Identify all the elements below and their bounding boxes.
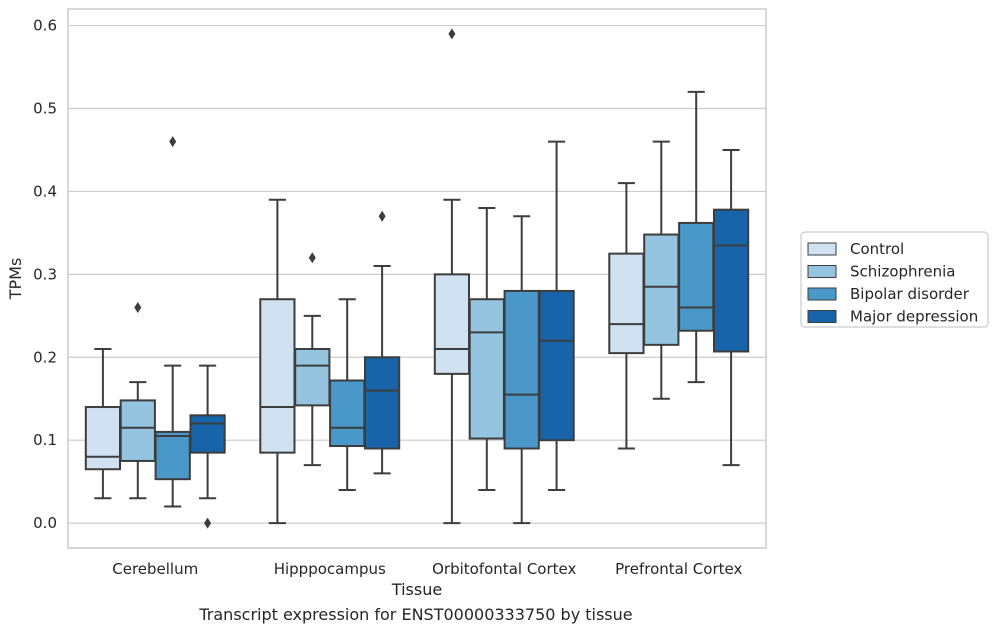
box-control [84, 406, 122, 471]
legend-swatch [807, 310, 837, 323]
legend-swatch [807, 287, 837, 301]
y-tick-label: 0.2 [33, 348, 57, 366]
y-tick-label: 0.5 [33, 100, 57, 118]
box-bipolar-disorder [329, 379, 366, 448]
y-tick-label: 0.0 [33, 514, 57, 532]
box-bipolar-disorder [678, 221, 715, 332]
x-tick-label: Prefrontal Cortex [615, 560, 742, 578]
box-schizophrenia [643, 233, 680, 346]
legend-label: Control [850, 240, 904, 258]
legend-label: Schizophrenia [850, 263, 955, 281]
box-major-depression [538, 289, 575, 442]
x-tick-label: Hipppocampus [274, 560, 386, 578]
box-control [259, 298, 296, 454]
legend-label: Bipolar disorder [850, 285, 970, 303]
y-tick-label: 0.6 [33, 17, 57, 35]
legend-box [800, 231, 989, 328]
outlier-point [308, 252, 316, 264]
x-tick-label: Orbitofontal Cortex [432, 560, 576, 578]
figure-caption: Transcript expression for ENST0000033375… [199, 605, 633, 624]
box-bipolar-disorder [503, 289, 540, 450]
y-tick-label: 0.4 [33, 182, 57, 200]
y-tick-label: 0.1 [33, 431, 57, 449]
box-major-depression [363, 356, 401, 450]
y-tick-label: 0.3 [33, 265, 57, 283]
x-axis-label: Tissue [391, 580, 442, 599]
outlier-point [134, 302, 142, 314]
outlier-point [204, 517, 212, 529]
outlier-point [169, 136, 177, 148]
legend-swatch [807, 242, 837, 256]
box-control [433, 273, 471, 375]
outlier-point [378, 210, 386, 222]
box-schizophrenia [119, 399, 156, 462]
outlier-point [448, 28, 456, 40]
legend-label: Major depression [850, 308, 978, 326]
x-tick-label: Cerebellum [112, 560, 198, 578]
legend-swatch [807, 265, 837, 278]
box-major-depression [189, 414, 226, 454]
box-major-depression [712, 208, 750, 353]
y-axis-label: TPMs [6, 258, 25, 301]
box-bipolar-disorder [154, 430, 191, 481]
plot-frame [67, 8, 767, 549]
box-schizophrenia [468, 298, 505, 440]
box-control [608, 252, 645, 355]
box-schizophrenia [294, 347, 331, 407]
